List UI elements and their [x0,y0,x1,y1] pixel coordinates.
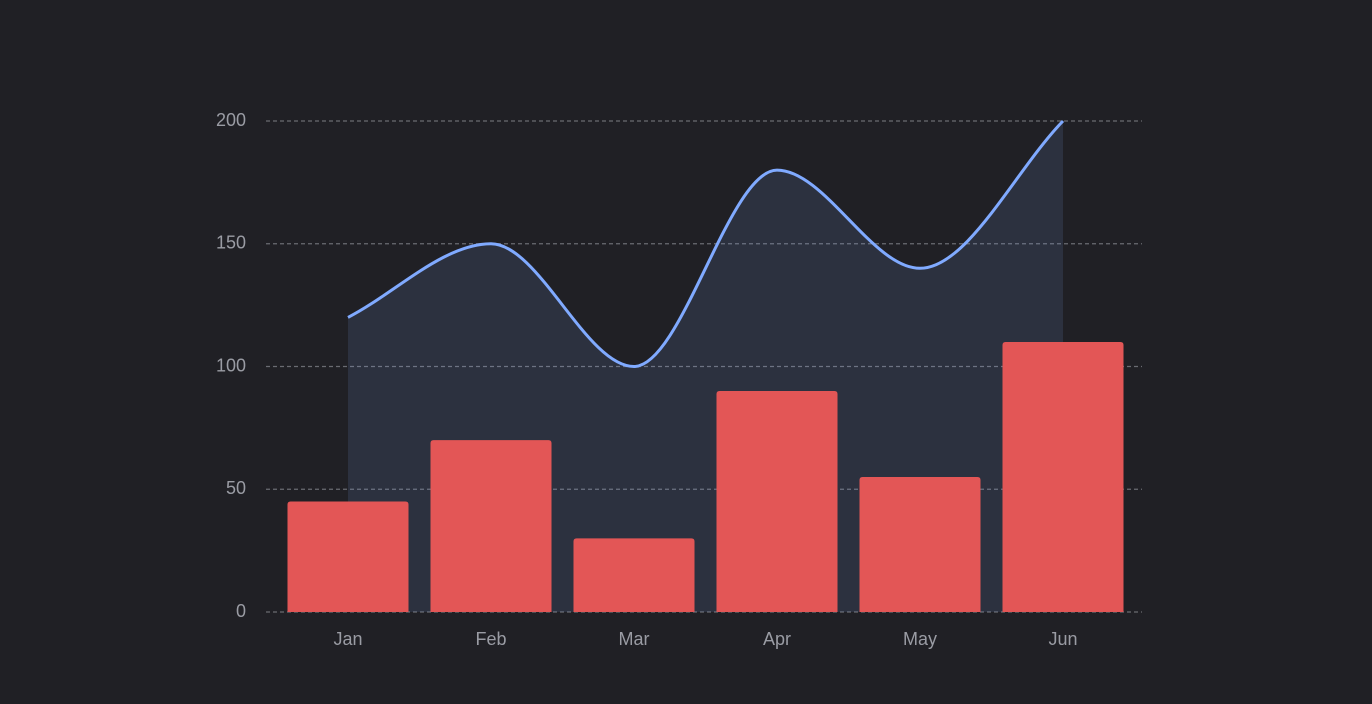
y-tick-label: 0 [236,601,246,621]
y-tick-label: 150 [216,233,246,253]
bar [859,476,981,612]
x-tick-label: Jun [1048,629,1077,649]
x-tick-label: Feb [475,629,506,649]
y-tick-label: 50 [226,478,246,498]
x-tick-label: Apr [763,629,791,649]
bar [287,501,409,612]
y-tick-label: 100 [216,355,246,375]
line [347,119,1065,369]
y-tick-label: 200 [216,110,246,130]
bar [573,538,695,612]
bar [716,391,838,612]
bar [430,440,552,612]
bar [1002,341,1124,612]
x-tick-label: Mar [619,629,650,649]
x-tick-label: Jan [333,629,362,649]
x-tick-label: May [903,629,937,649]
